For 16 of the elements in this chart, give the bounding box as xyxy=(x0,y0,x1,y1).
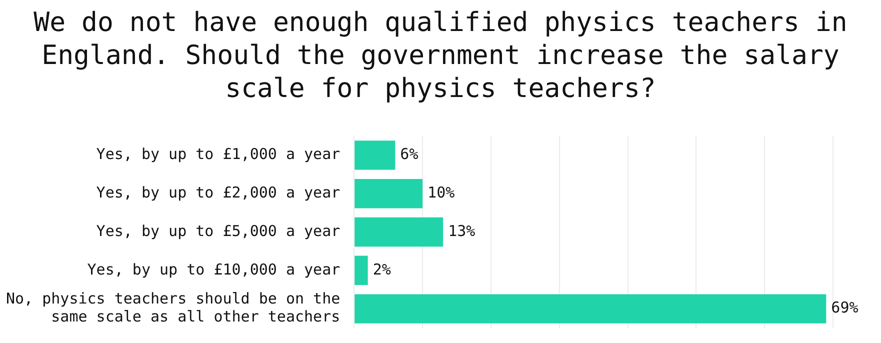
data-label: 13% xyxy=(448,222,476,240)
bar xyxy=(354,294,826,324)
bar xyxy=(354,256,368,285)
data-label: 2% xyxy=(372,260,391,278)
bar xyxy=(354,217,444,247)
y-tick-label: Yes, by up to £1,000 a year xyxy=(96,145,340,164)
data-label: 69% xyxy=(831,298,858,317)
bar xyxy=(354,140,396,170)
y-tick-label: Yes, by up to £10,000 a year xyxy=(87,260,340,278)
y-tick-label: No, physics teachers should be on the same scale as all other teachers xyxy=(6,290,340,326)
bar xyxy=(354,179,423,208)
data-label: 10% xyxy=(428,183,455,202)
y-tick-label: Yes, by up to £2,000 a year xyxy=(96,183,340,202)
data-label: 6% xyxy=(400,145,418,164)
chart-title: We do not have enough qualified physics teachers in England. Should the government increase the salary scale for physics teachers? xyxy=(32,6,848,106)
y-tick-label: Yes, by up to £5,000 a year xyxy=(96,222,340,240)
